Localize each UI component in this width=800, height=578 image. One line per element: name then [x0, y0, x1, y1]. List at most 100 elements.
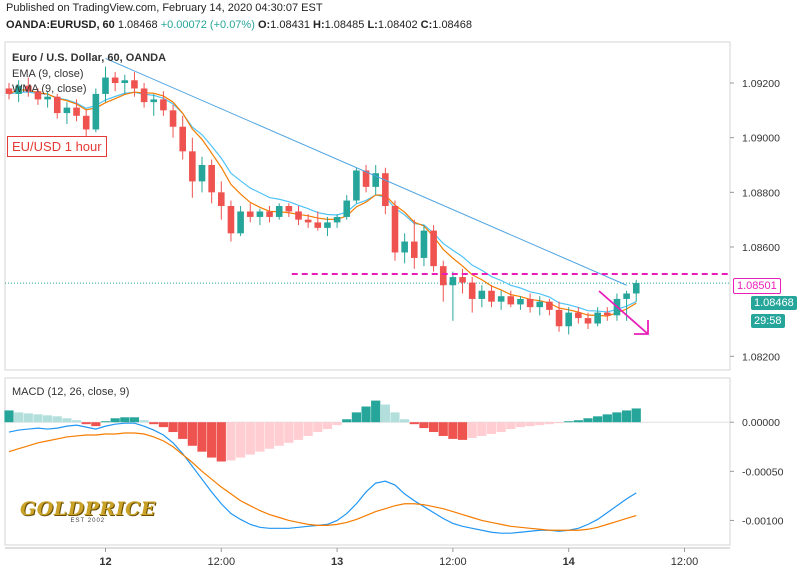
candle-down	[575, 312, 582, 319]
macd-histogram-bar	[409, 422, 419, 425]
macd-histogram-bar	[361, 406, 371, 423]
open-label: O:	[257, 19, 271, 31]
price-tick-label: 1.08600	[742, 242, 780, 254]
candle-up	[324, 222, 331, 228]
annotation-box: EU/USD 1 hour	[7, 136, 107, 157]
goldprice-logo: GOLDPRICE EST 2002	[20, 498, 156, 524]
candle-down	[382, 173, 389, 206]
candle-down	[411, 241, 418, 258]
macd-histogram-bar	[506, 422, 516, 430]
candle-up	[275, 206, 283, 217]
time-tick-label: 12:00	[671, 556, 699, 568]
down-arrow-head	[634, 320, 649, 335]
candle-up	[449, 277, 457, 286]
macd-histogram-bar	[544, 422, 554, 425]
macd-histogram-bar	[303, 422, 313, 436]
macd-histogram-bar	[564, 421, 574, 423]
macd-histogram-bar	[52, 416, 62, 423]
macd-histogram-bar	[43, 415, 53, 423]
candle-up	[401, 241, 408, 253]
candle-down	[140, 88, 148, 103]
low-label: L:	[367, 19, 378, 31]
descending-trendline	[105, 57, 627, 286]
macd-histogram-bar	[554, 422, 564, 424]
candle-down	[430, 230, 437, 267]
candle-down	[82, 115, 90, 130]
macd-histogram-bar	[187, 422, 197, 446]
macd-histogram-bar	[236, 422, 246, 458]
high-label: H:	[313, 19, 325, 31]
candle-down	[459, 277, 466, 283]
macd-histogram-bar	[593, 416, 603, 423]
candle-up	[420, 230, 428, 258]
logo-text: GOLDPRICE	[20, 498, 156, 520]
macd-histogram-bar	[390, 412, 400, 423]
macd-histogram-bar	[313, 422, 323, 433]
macd-histogram-bar	[91, 422, 101, 427]
macd-histogram-bar	[129, 417, 140, 423]
candle-up	[536, 301, 544, 308]
candle-up	[632, 283, 640, 294]
macd-histogram-bar	[14, 412, 24, 423]
candle-down	[439, 266, 447, 286]
macd-histogram-bar	[496, 422, 506, 433]
macd-histogram-bar	[100, 421, 111, 423]
macd-histogram-bar	[178, 422, 188, 439]
close-label: C:	[420, 19, 433, 31]
macd-histogram-bar	[293, 422, 304, 440]
macd-histogram-bar	[622, 410, 632, 423]
macd-histogram-bar	[467, 422, 477, 438]
candle-down	[555, 309, 563, 327]
macd-histogram-bar	[207, 422, 217, 458]
candle-up	[44, 96, 51, 100]
time-tick-label: 13	[331, 556, 343, 568]
wma-line	[8, 88, 637, 317]
candle-down	[468, 282, 476, 299]
macd-histogram-bar	[448, 422, 458, 439]
candle-up	[237, 211, 244, 234]
macd-histogram-bar	[515, 422, 526, 428]
candle-up	[102, 77, 109, 94]
candle-down	[526, 298, 534, 308]
candle-up	[121, 80, 129, 83]
price-tick-label: 1.09000	[742, 133, 780, 145]
candle-down	[295, 211, 302, 220]
candle-down	[266, 211, 273, 217]
macd-histogram-bar	[23, 413, 33, 423]
macd-tick-label: 0.00000	[742, 417, 780, 429]
macd-histogram-bar	[4, 410, 14, 423]
candle-down	[227, 206, 235, 234]
macd-tick-label: -0.00050	[742, 466, 784, 478]
candle-up	[372, 173, 379, 187]
high-value: 1.08485	[324, 19, 365, 31]
candle-up	[478, 290, 486, 299]
macd-histogram-bar	[120, 417, 130, 423]
candle-up	[353, 170, 360, 201]
time-tick-label: 12	[99, 556, 111, 568]
macd-histogram-bar	[583, 418, 593, 423]
macd-histogram-bar	[332, 422, 342, 426]
macd-histogram-bar	[216, 422, 226, 462]
candle-down	[362, 170, 370, 187]
macd-histogram-bar	[197, 422, 207, 452]
macd-histogram-bar	[631, 408, 641, 423]
candle-up	[15, 85, 22, 94]
macd-histogram-bar	[400, 419, 410, 423]
candle-down	[5, 88, 13, 94]
main-pane-frame	[4, 41, 731, 371]
macd-histogram-bar	[245, 422, 255, 455]
candle-down	[189, 151, 196, 182]
time-tick-label: 12:00	[208, 556, 236, 568]
macd-tick-label: -0.00100	[742, 515, 784, 527]
macd-histogram-bar	[33, 414, 43, 423]
macd-histogram-bar	[139, 420, 149, 423]
candle-down	[169, 110, 177, 127]
candle-down	[218, 192, 225, 206]
candle-down	[34, 91, 42, 100]
candle-down	[131, 80, 138, 89]
candle-up	[63, 107, 71, 114]
candle-up	[565, 312, 572, 327]
macd-histogram-bar	[477, 422, 487, 436]
candle-down	[246, 211, 254, 217]
